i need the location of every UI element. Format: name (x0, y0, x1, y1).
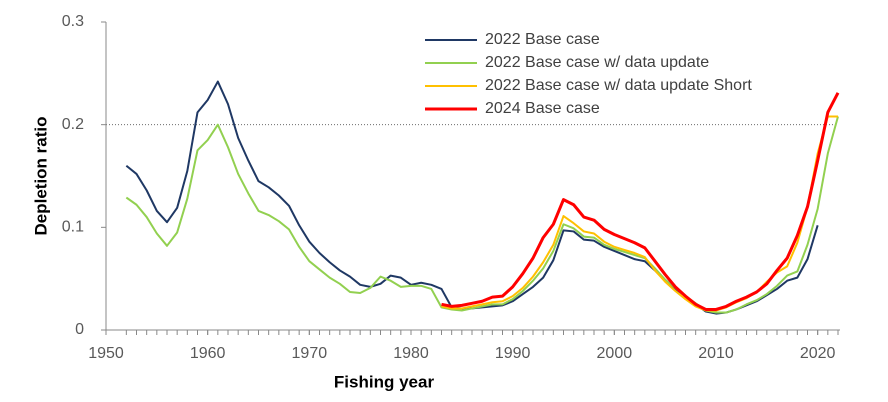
series-line (125, 80, 819, 315)
legend-label: 2024 Base case (485, 100, 600, 117)
y-tick-label: 0.3 (62, 13, 84, 30)
legend-label: 2022 Base case w/ data update Short (485, 77, 752, 94)
series-line (441, 92, 840, 311)
series-line (125, 116, 839, 314)
y-tick-label: 0 (75, 321, 84, 338)
x-tick-label: 1980 (393, 345, 429, 362)
x-tick-label: 2020 (800, 345, 836, 362)
x-axis-title: Fishing year (334, 372, 435, 391)
x-tick-label: 1970 (292, 345, 328, 362)
x-tick-label: 1990 (495, 345, 531, 362)
y-tick-label: 0.2 (62, 116, 84, 133)
y-axis-title: Depletion ratio (31, 116, 50, 235)
legend-label: 2022 Base case (485, 31, 600, 48)
x-tick-label: 2000 (597, 345, 633, 362)
x-tick-label: 1960 (190, 345, 226, 362)
y-tick-label: 0.1 (62, 219, 84, 236)
series-line (441, 115, 838, 312)
x-tick-label: 2010 (698, 345, 734, 362)
x-tick-label: 1950 (88, 345, 124, 362)
legend-label: 2022 Base case w/ data update (485, 54, 709, 71)
